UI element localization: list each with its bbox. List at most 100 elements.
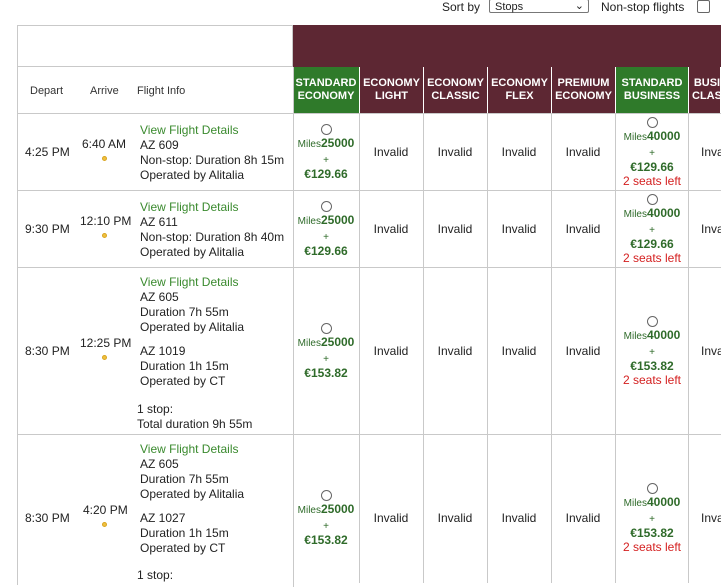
fare-header-line: CLASSIC — [431, 90, 480, 102]
fare-invalid: Invalid — [437, 222, 473, 236]
fare-invalid: Invalid — [437, 344, 473, 358]
fare-option-standard-economy[interactable]: Miles25000 + €129.66 — [293, 124, 359, 181]
depart-time: 4:25 PM — [25, 145, 70, 159]
price: €153.82 — [630, 359, 674, 373]
row-divider — [17, 190, 721, 191]
miles-label: Miles — [623, 132, 647, 143]
fare-radio[interactable] — [320, 201, 332, 212]
price: €153.82 — [304, 533, 348, 547]
miles-label: Miles — [623, 331, 647, 342]
fare-invalid: Invalid — [501, 145, 537, 159]
price: €153.82 — [304, 366, 348, 380]
operator: Operated by CT — [140, 374, 226, 388]
fare-radio[interactable] — [646, 316, 658, 327]
sort-select[interactable]: Stops ⌄ — [489, 0, 589, 13]
col-divider — [423, 113, 424, 583]
fare-invalid: Invalid — [565, 145, 601, 159]
plus-sign: + — [323, 354, 329, 365]
plus-sign: + — [323, 232, 329, 243]
header-blank — [17, 25, 293, 67]
fare-invalid: Invalid — [373, 511, 409, 525]
price: €129.66 — [304, 244, 348, 258]
depart-time: 9:30 PM — [25, 222, 70, 236]
fare-header-line: FLEX — [505, 90, 534, 102]
seats-left: 2 seats left — [622, 174, 682, 188]
nonstop-label: Non-stop flights — [601, 0, 685, 14]
view-flight-details-link[interactable]: View Flight Details — [140, 275, 239, 289]
fare-header-standard-business[interactable]: STANDARD BUSINESS — [616, 67, 689, 113]
view-flight-details-link[interactable]: View Flight Details — [140, 200, 239, 214]
depart-time: 8:30 PM — [25, 344, 70, 358]
fare-invalid: Invalid — [437, 145, 473, 159]
seats-left: 2 seats left — [622, 373, 682, 387]
view-flight-details-link[interactable]: View Flight Details — [140, 123, 239, 137]
next-day-indicator-icon — [102, 233, 107, 238]
view-flight-details-link[interactable]: View Flight Details — [140, 442, 239, 456]
fare-invalid: Invalid — [501, 511, 537, 525]
nonstop-checkbox[interactable] — [697, 0, 710, 13]
fare-radio[interactable] — [646, 483, 658, 494]
miles-value: 40000 — [646, 328, 681, 342]
flight-number: AZ 605 — [140, 290, 179, 304]
miles-value: 25000 — [320, 335, 355, 349]
fare-header-premium-economy[interactable]: PREMIUM ECONOMY — [552, 67, 616, 113]
flight-duration: Non-stop: Duration 8h 40m — [140, 230, 285, 244]
fare-option-standard-business[interactable]: Miles40000 + €129.66 2 seats left — [619, 194, 685, 265]
miles-label: Miles — [297, 139, 321, 150]
col-divider — [487, 113, 488, 583]
col-divider — [359, 113, 360, 583]
fare-radio[interactable] — [646, 117, 658, 128]
next-day-indicator-icon — [102, 355, 107, 360]
fare-invalid: Invalid — [373, 145, 409, 159]
row-divider — [17, 113, 721, 114]
fare-invalid: Inva — [701, 145, 721, 159]
next-day-indicator-icon — [102, 156, 107, 161]
fare-invalid: Inva — [701, 511, 721, 525]
fare-header-economy-light[interactable]: ECONOMY LIGHT — [360, 67, 424, 113]
plus-sign: + — [649, 347, 655, 358]
fare-header-business-class[interactable]: BUSI CLAS — [689, 67, 721, 113]
fare-option-standard-economy[interactable]: Miles25000 + €153.82 — [293, 323, 359, 380]
fare-option-standard-economy[interactable]: Miles25000 + €129.66 — [293, 201, 359, 258]
plus-sign: + — [323, 521, 329, 532]
row-divider — [17, 434, 721, 435]
plus-sign: + — [649, 514, 655, 525]
depart-time: 8:30 PM — [25, 511, 70, 525]
fare-radio[interactable] — [320, 124, 332, 135]
fare-option-standard-business[interactable]: Miles40000 + €153.82 2 seats left — [619, 316, 685, 387]
fare-banner — [293, 25, 721, 67]
miles-value: 40000 — [646, 206, 681, 220]
flight-number: AZ 605 — [140, 457, 179, 471]
flight-number: AZ 1019 — [140, 344, 186, 358]
col-divider — [551, 113, 552, 583]
fare-header-standard-economy[interactable]: STANDARD ECONOMY — [293, 67, 360, 113]
fare-header-economy-flex[interactable]: ECONOMY FLEX — [488, 67, 552, 113]
fare-option-standard-economy[interactable]: Miles25000 + €153.82 — [293, 490, 359, 547]
miles-value: 25000 — [320, 136, 355, 150]
arrive-time: 6:40 AM — [82, 137, 127, 151]
fare-radio[interactable] — [320, 490, 332, 501]
operator: Operated by Alitalia — [140, 168, 245, 182]
fare-invalid: Invalid — [501, 222, 537, 236]
miles-label: Miles — [297, 505, 321, 516]
flight-duration: Duration 7h 55m — [140, 472, 229, 486]
fare-invalid: Invalid — [373, 222, 409, 236]
operator: Operated by Alitalia — [140, 320, 245, 334]
operator: Operated by CT — [140, 541, 226, 555]
price: €129.66 — [630, 160, 674, 174]
fare-header-economy-classic[interactable]: ECONOMY CLASSIC — [424, 67, 488, 113]
arrive-time: 12:25 PM — [80, 336, 132, 350]
seats-left: 2 seats left — [622, 540, 682, 554]
seats-left: 2 seats left — [622, 251, 682, 265]
fare-option-standard-business[interactable]: Miles40000 + €129.66 2 seats left — [619, 117, 685, 188]
fare-header-line: ECONOMY — [555, 90, 612, 102]
fare-radio[interactable] — [320, 323, 332, 334]
flight-number: AZ 611 — [140, 215, 178, 229]
price: €153.82 — [630, 526, 674, 540]
fare-option-standard-business[interactable]: Miles40000 + €153.82 2 seats left — [619, 483, 685, 554]
fare-header-line: BUSI — [693, 77, 721, 89]
miles-value: 40000 — [646, 129, 681, 143]
fare-radio[interactable] — [646, 194, 658, 205]
fare-invalid: Inva — [701, 344, 721, 358]
col-flight-info: Flight Info — [137, 85, 186, 97]
